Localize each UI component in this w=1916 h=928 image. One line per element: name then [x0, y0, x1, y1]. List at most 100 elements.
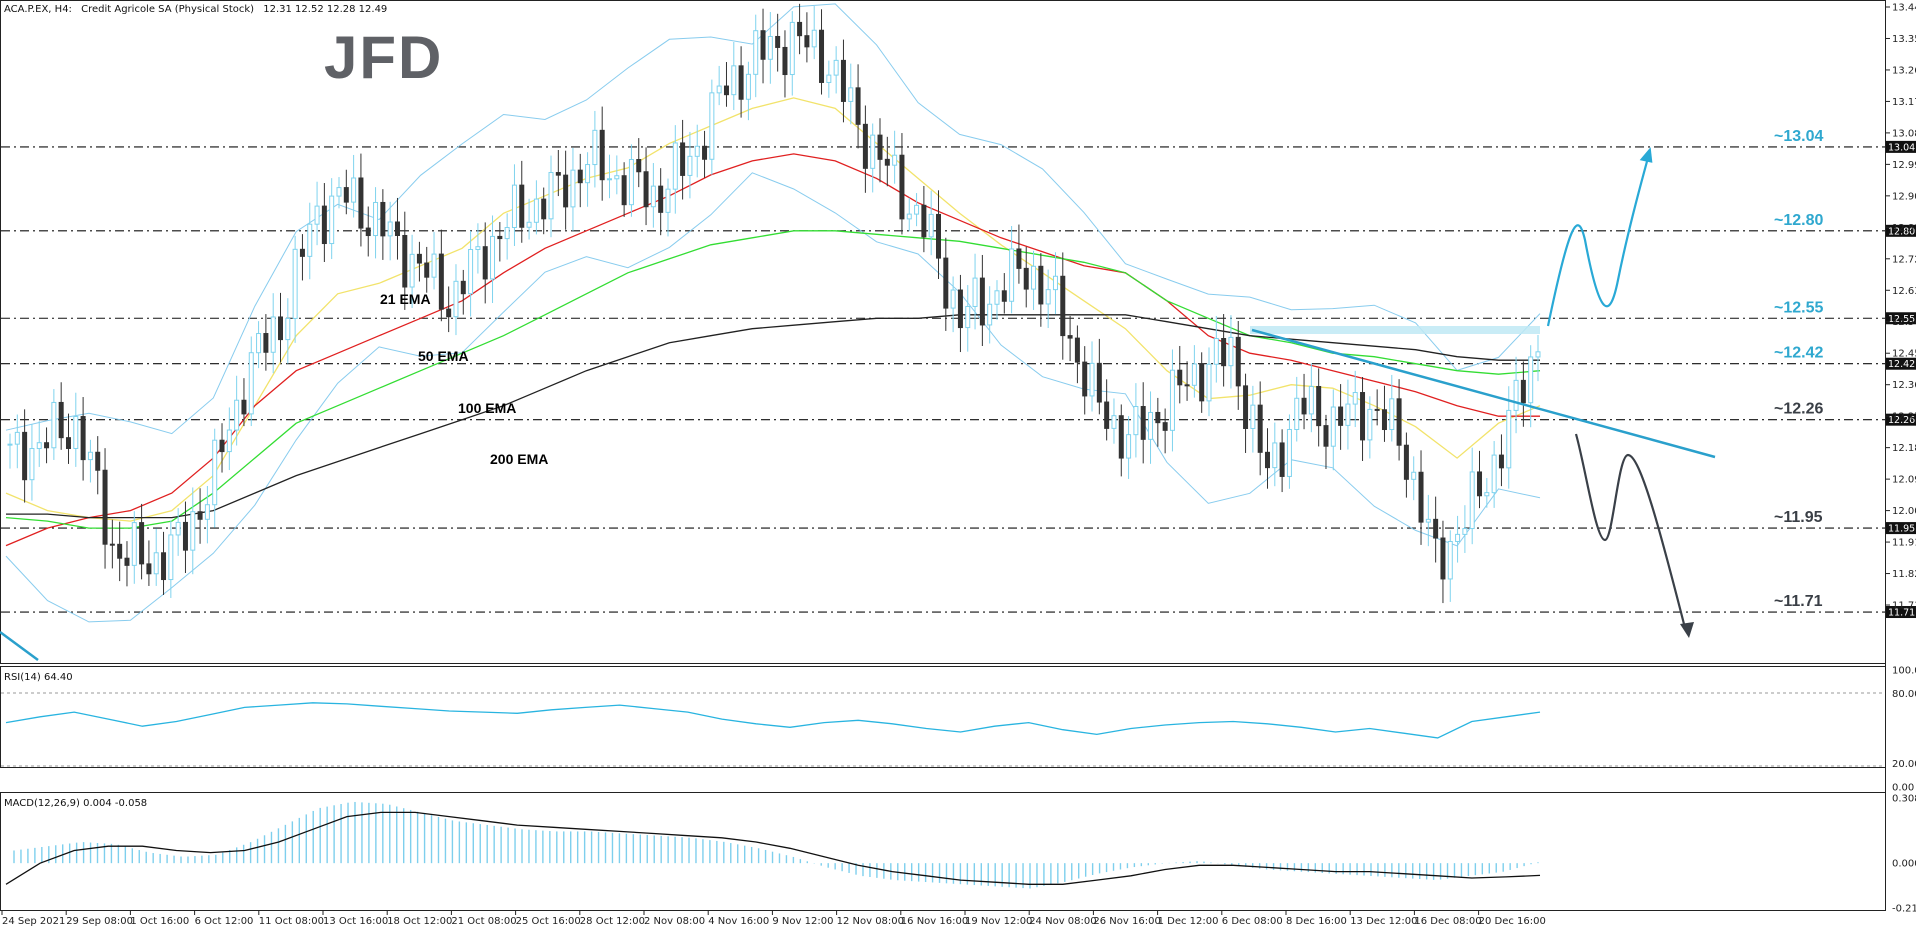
candle-body — [1111, 415, 1117, 429]
candle-body — [548, 172, 554, 220]
old-trendline — [0, 630, 39, 662]
candle-body — [336, 187, 342, 197]
candle-body — [1440, 537, 1446, 580]
price-tick-label: 12.27 — [1892, 412, 1916, 423]
candle-body — [1001, 290, 1007, 302]
candle-body — [204, 504, 210, 520]
price-tick-label: 11.82 — [1892, 569, 1916, 580]
candle-body — [1389, 398, 1395, 431]
candle-body — [1425, 518, 1431, 523]
candle-body — [256, 333, 262, 354]
candle-body — [811, 29, 817, 48]
candle-body — [431, 253, 437, 278]
level-price-tag-text: 12.42 — [1888, 359, 1915, 370]
level-price-tag — [1886, 606, 1916, 619]
price-tick-label: 12.72 — [1892, 254, 1916, 265]
candle-body — [1067, 335, 1073, 339]
candle-body — [1396, 398, 1402, 446]
macd-signal-line — [5, 811, 1541, 885]
rsi-tick-label: 80.00 — [1892, 689, 1916, 700]
bollinger-upper — [5, 3, 1541, 435]
time-tick-label: 13 Oct 16:00 — [323, 916, 388, 927]
candle-body — [1403, 444, 1409, 480]
candle-body — [767, 35, 773, 60]
candle-body — [797, 21, 803, 37]
candle-body — [1338, 406, 1344, 426]
price-tick-label: 11.73 — [1892, 601, 1916, 612]
candle-body — [819, 29, 825, 83]
candle-body — [1206, 363, 1212, 402]
candle-body — [1257, 404, 1263, 453]
candle-body — [906, 213, 912, 220]
macd-tick-label: 0.000 — [1892, 859, 1916, 870]
price-tick-label: 12.63 — [1892, 286, 1916, 297]
candle-body — [782, 46, 788, 76]
candle-body — [109, 543, 115, 546]
candle-body — [1528, 356, 1534, 404]
time-tick-label: 16 Dec 08:00 — [1414, 916, 1481, 927]
time-tick-label: 24 Nov 08:00 — [1029, 916, 1096, 927]
time-tick-label: 6 Dec 08:00 — [1222, 916, 1283, 927]
candle-body — [95, 451, 101, 471]
time-tick-label: 1 Dec 12:00 — [1158, 916, 1219, 927]
candle-body — [234, 399, 240, 431]
candle-body — [1052, 275, 1058, 291]
time-axis: 24 Sep 2021 29 Sep 08:001 Oct 16:00 6 Oct … — [1, 911, 1546, 927]
candle-body — [424, 262, 430, 278]
candle-body — [1498, 454, 1504, 469]
candle-body — [329, 195, 335, 245]
candle-body — [804, 35, 810, 48]
candle-body — [1016, 248, 1022, 269]
candle-body — [416, 253, 422, 264]
candle-body — [979, 277, 985, 326]
candle-body — [1089, 362, 1095, 397]
candle-body — [848, 87, 854, 102]
rsi-panel-frame — [0, 666, 1886, 768]
candle-body — [1279, 442, 1285, 477]
price-tick-label: 12.09 — [1892, 475, 1916, 486]
candle-body — [745, 73, 751, 100]
main-panel-frame — [0, 0, 1886, 664]
candle-body — [1374, 408, 1380, 411]
candle-body — [73, 416, 79, 449]
candle-body — [935, 213, 941, 259]
candle-body — [248, 352, 254, 415]
candle-body — [44, 442, 50, 449]
bollinger-bands — [5, 3, 1541, 623]
candle-body — [1126, 434, 1132, 459]
candle-body — [1535, 351, 1541, 358]
time-tick-label: 6 Oct 12:00 — [195, 916, 254, 927]
candle-body — [1060, 275, 1066, 337]
candle-body — [1308, 385, 1314, 415]
time-tick-label: 4 Nov 16:00 — [708, 916, 769, 927]
horizontal-levels: ~13.04 13.04 ~12.80 12.80 ~12.55 12.55 ~12.42 1… — [1, 128, 1916, 619]
candle-body — [1272, 442, 1278, 469]
candle-body — [402, 234, 408, 288]
candle-body — [1184, 384, 1190, 387]
price-tick-label: 12.45 — [1892, 349, 1916, 360]
macd-panel-frame — [0, 792, 1886, 911]
candle-body — [87, 451, 93, 461]
candle-body — [1301, 397, 1307, 415]
candle-body — [892, 154, 898, 166]
time-tick-label: 20 Dec 16:00 — [1479, 916, 1546, 927]
level-price-tag — [1886, 140, 1916, 153]
candle-body — [58, 401, 64, 439]
candle-body — [607, 178, 613, 181]
time-tick-label: 26 Nov 16:00 — [1093, 916, 1160, 927]
candle-body — [51, 401, 57, 449]
candle-body — [7, 443, 13, 446]
candle-body — [1491, 454, 1497, 494]
chart-header: ACA.P.EX, H4: Credit Agricole SA (Physic… — [4, 4, 387, 15]
candle-body — [519, 184, 525, 228]
macd-axis: 0.308 0.000 -0.212 — [1892, 794, 1916, 915]
candle-body — [884, 158, 890, 166]
candle-body — [453, 280, 459, 318]
candle-body — [1177, 369, 1183, 386]
candle-body — [775, 35, 781, 48]
candle-body — [943, 257, 949, 309]
candle-body — [175, 521, 181, 536]
time-tick-label: 21 Oct 08:00 — [451, 916, 516, 927]
candle-body — [1294, 397, 1300, 430]
